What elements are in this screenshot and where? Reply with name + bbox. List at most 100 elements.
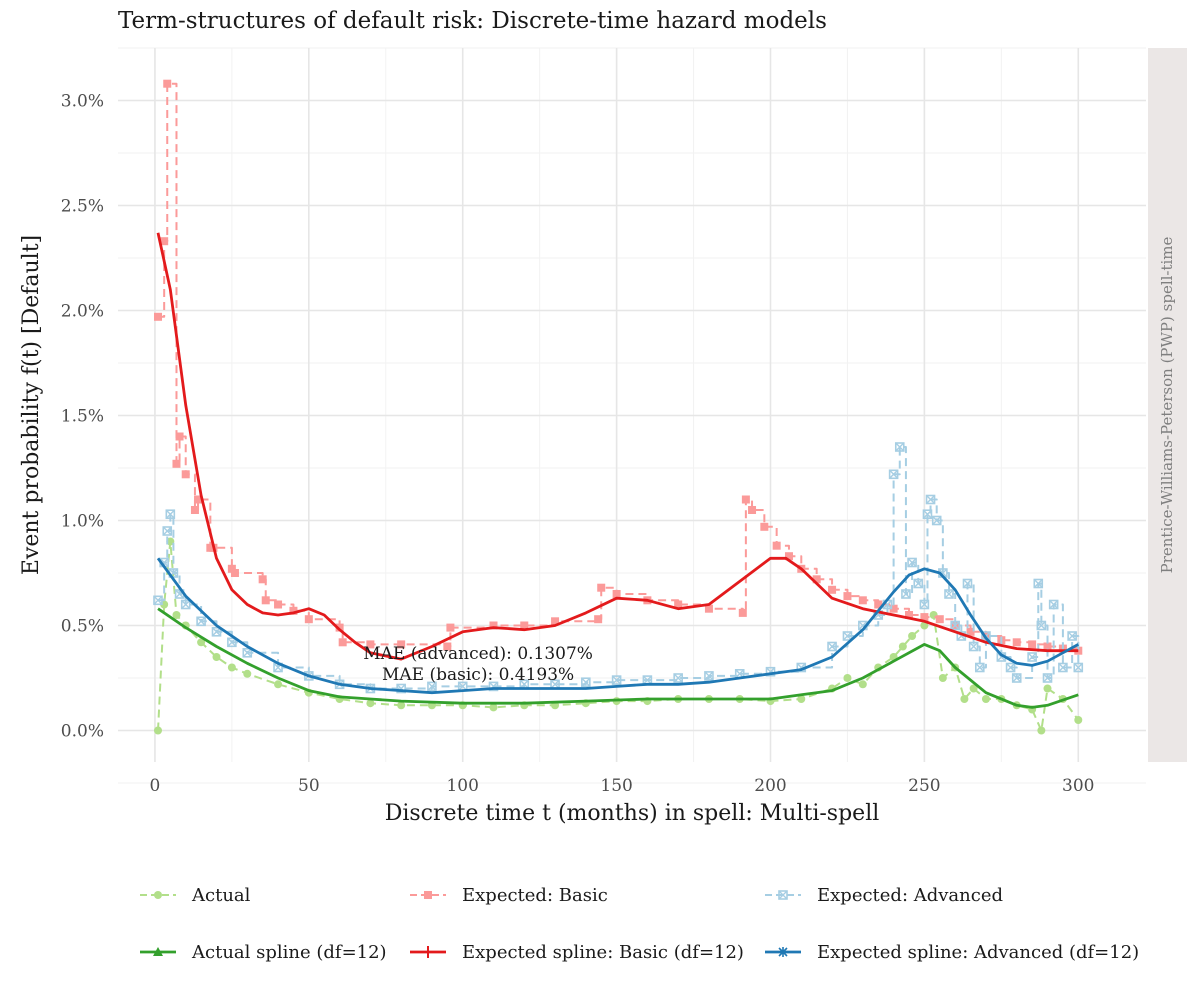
data-point: [913, 578, 924, 589]
data-point: [1037, 726, 1046, 735]
data-point: [274, 600, 283, 609]
data-point: [520, 621, 529, 630]
data-point: [784, 552, 793, 561]
data-point: [843, 592, 852, 601]
data-point: [969, 684, 978, 693]
data-point: [594, 615, 603, 624]
data-point: [212, 653, 221, 661]
data-point: [960, 695, 969, 703]
data-point: [180, 599, 191, 610]
data-point: [894, 442, 905, 452]
data-point: [242, 647, 253, 658]
legend-label: Actual spline (df=12): [191, 942, 387, 963]
data-point: [227, 564, 236, 573]
data-point: [842, 631, 853, 641]
data-point: [397, 701, 406, 710]
data-point: [919, 599, 930, 610]
series-5: [156, 557, 1079, 695]
data-point: [1074, 716, 1083, 724]
data-point: [196, 616, 206, 627]
data-point: [166, 537, 175, 546]
data-point: [1043, 684, 1052, 693]
data-point: [827, 641, 837, 652]
data-point: [366, 699, 375, 708]
data-point: [962, 578, 973, 589]
data-point: [227, 637, 237, 648]
data-point: [261, 596, 270, 605]
data-point: [843, 674, 852, 682]
data-point: [898, 642, 907, 651]
axis-layer: 0.0% 0.5% 1.0% 1.5% 2.0% 2.5% 3.0% 0 50 100 150 200…: [19, 92, 1095, 827]
data-point: [1058, 662, 1068, 673]
data-point: [1027, 652, 1037, 662]
data-point: [181, 470, 190, 479]
data-point: [160, 237, 169, 246]
data-point: [981, 695, 990, 703]
data-point: [874, 600, 883, 609]
legend-item: Expected: Advanced: [765, 885, 1003, 906]
legend-item: Expected spline: Basic (df=12): [410, 942, 744, 963]
facet-strip: Prentice-Williams-Peterson (PWP) spell-t…: [1148, 48, 1187, 762]
y-tick-label: 2.0%: [61, 302, 104, 322]
y-tick-label: 2.5%: [61, 197, 104, 217]
x-tick-label: 0: [150, 776, 161, 796]
x-tick-label: 150: [600, 776, 632, 796]
data-point: [828, 585, 837, 594]
series-line: [158, 82, 1080, 651]
x-tick-label: 250: [908, 776, 940, 796]
y-tick-label: 0.0%: [61, 722, 104, 742]
x-tick-label: 300: [1062, 776, 1094, 796]
data-point: [1043, 642, 1052, 651]
data-point: [289, 606, 298, 615]
data-point: [1028, 640, 1037, 649]
chart-title: Term-structures of default risk: Discret…: [118, 8, 827, 34]
data-point: [920, 621, 929, 630]
data-point: [581, 677, 591, 688]
data-point: [741, 495, 750, 504]
data-point: [1033, 578, 1044, 589]
data-point: [931, 515, 942, 526]
data-point: [905, 611, 914, 619]
data-point: [162, 526, 173, 536]
data-point: [443, 642, 452, 651]
data-point: [304, 615, 313, 624]
data-point: [908, 632, 917, 640]
data-point: [1012, 638, 1021, 647]
y-tick-label: 1.5%: [61, 407, 104, 427]
data-point: [612, 590, 621, 598]
data-point: [489, 621, 498, 630]
data-point: [858, 680, 867, 689]
data-point: [797, 695, 806, 703]
series-line: [157, 607, 1079, 709]
data-point: [922, 509, 933, 520]
x-tick-label: 200: [754, 776, 786, 796]
data-point: [704, 604, 713, 613]
data-point: [907, 557, 917, 568]
data-point: [165, 509, 176, 520]
data-point: [175, 432, 184, 441]
x-axis-title: Discrete time t (months) in spell: Multi…: [385, 801, 880, 826]
data-point: [858, 596, 867, 605]
data-point: [243, 669, 252, 678]
data-point: [1011, 673, 1022, 683]
legend-label: Expected spline: Basic (df=12): [462, 942, 744, 963]
data-point: [901, 589, 911, 599]
series-line: [156, 232, 1079, 661]
x-tick-label: 50: [298, 776, 320, 796]
data-point: [611, 675, 622, 685]
data-point: [197, 638, 206, 647]
data-point: [338, 638, 347, 647]
data-point: [935, 615, 944, 624]
legend-label: Expected spline: Advanced (df=12): [817, 942, 1139, 963]
x-tick-label: 100: [446, 776, 478, 796]
data-point: [211, 626, 222, 637]
grid-layer: [118, 47, 1146, 784]
data-point: [704, 671, 714, 681]
legend-key-marker: [778, 890, 788, 900]
data-point: [397, 640, 406, 649]
data-point: [673, 673, 683, 683]
data-point: [1073, 662, 1084, 673]
data-point: [154, 312, 163, 321]
data-point: [760, 522, 769, 531]
